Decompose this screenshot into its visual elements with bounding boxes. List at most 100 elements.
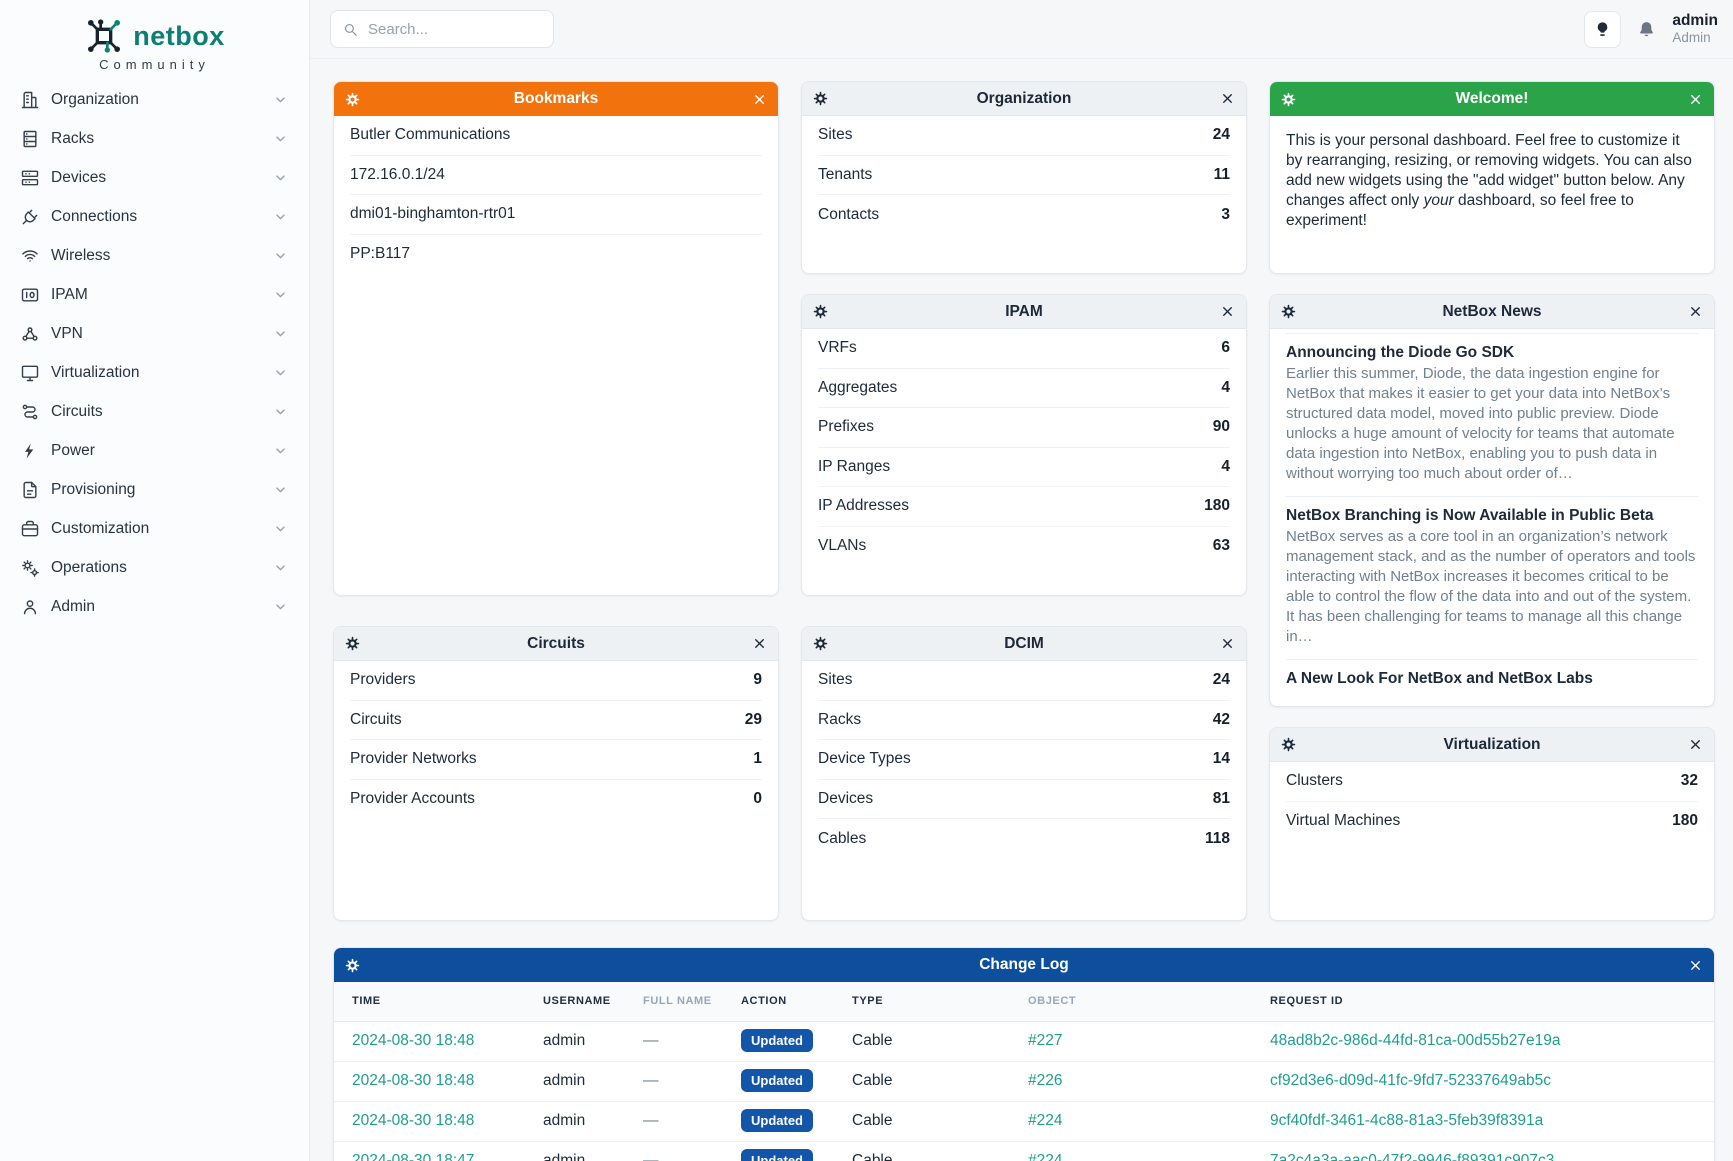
stat-label[interactable]: Aggregates — [818, 378, 898, 396]
stat-label[interactable]: Providers — [350, 671, 416, 689]
stat-value[interactable]: 6 — [1221, 339, 1230, 357]
gear-icon[interactable] — [345, 92, 360, 107]
stat-label[interactable]: Sites — [818, 126, 853, 144]
sidebar-item[interactable]: Operations — [10, 548, 299, 587]
column-header[interactable]: FULL NAME — [625, 982, 723, 1022]
stat-label[interactable]: Racks — [818, 710, 862, 728]
stat-value[interactable]: 11 — [1213, 165, 1230, 183]
stat-label[interactable]: Sites — [818, 671, 853, 689]
sidebar-item[interactable]: Organization — [10, 80, 299, 119]
changelog-requestid-link[interactable]: cf92d3e6-d09d-41fc-9fd7-52337649ab5c — [1270, 1072, 1551, 1089]
changelog-time-link[interactable]: 2024-08-30 18:48 — [352, 1032, 475, 1049]
bookmark-item[interactable]: PP:B117 — [350, 235, 762, 275]
sidebar-item[interactable]: Racks — [10, 119, 299, 158]
gear-icon[interactable] — [1281, 304, 1296, 319]
changelog-time-link[interactable]: 2024-08-30 18:48 — [352, 1112, 475, 1129]
gear-icon[interactable] — [1281, 737, 1296, 752]
sidebar-item[interactable]: VPN — [10, 314, 299, 353]
close-icon[interactable] — [1688, 92, 1703, 107]
sidebar-item[interactable]: Circuits — [10, 392, 299, 431]
close-icon[interactable] — [1220, 91, 1235, 106]
close-icon[interactable] — [1688, 737, 1703, 752]
column-header[interactable]: TIME — [334, 982, 525, 1022]
stat-value[interactable]: 42 — [1212, 710, 1230, 728]
stat-value[interactable]: 32 — [1680, 772, 1698, 790]
sidebar-item[interactable]: Admin — [10, 587, 299, 626]
gear-icon[interactable] — [813, 636, 828, 651]
stat-label[interactable]: VRFs — [818, 339, 857, 357]
sidebar-item[interactable]: Provisioning — [10, 470, 299, 509]
stat-label[interactable]: Virtual Machines — [1286, 812, 1401, 830]
changelog-object-link[interactable]: #224 — [1028, 1112, 1063, 1129]
changelog-requestid-link[interactable]: 9cf40fdf-3461-4c88-81a3-5feb39f8391a — [1270, 1112, 1544, 1129]
close-icon[interactable] — [1220, 304, 1235, 319]
column-header[interactable]: TYPE — [834, 982, 1010, 1022]
bookmark-item[interactable]: 172.16.0.1/24 — [350, 156, 762, 195]
sidebar-item[interactable]: Power — [10, 431, 299, 470]
close-icon[interactable] — [752, 636, 767, 651]
column-header[interactable]: ACTION — [723, 982, 834, 1022]
bell-icon[interactable] — [1636, 19, 1657, 40]
stat-label[interactable]: Devices — [818, 789, 874, 807]
stat-label[interactable]: Device Types — [818, 750, 911, 768]
stat-value[interactable]: 3 — [1221, 205, 1230, 223]
sidebar-item[interactable]: IPAM — [10, 275, 299, 314]
stat-value[interactable]: 63 — [1212, 537, 1230, 555]
sidebar-item[interactable]: Customization — [10, 509, 299, 548]
column-header[interactable]: REQUEST ID — [1252, 982, 1714, 1022]
stat-label[interactable]: Circuits — [350, 710, 402, 728]
stat-value[interactable]: 24 — [1212, 671, 1230, 689]
changelog-requestid-link[interactable]: 7a2c4a3a-aac0-47f2-9946-f89391c907c3 — [1270, 1152, 1555, 1161]
stat-value[interactable]: 180 — [1204, 497, 1230, 515]
news-headline[interactable]: A New Look For NetBox and NetBox Labs — [1286, 670, 1593, 687]
stat-label[interactable]: Clusters — [1286, 772, 1343, 790]
close-icon[interactable] — [752, 92, 767, 107]
changelog-object-link[interactable]: #227 — [1028, 1032, 1063, 1049]
stat-value[interactable]: 81 — [1212, 789, 1230, 807]
stat-value[interactable]: 9 — [753, 671, 762, 689]
changelog-requestid-link[interactable]: 48ad8b2c-986d-44fd-81ca-00d55b27e19a — [1270, 1032, 1561, 1049]
changelog-object-link[interactable]: #224 — [1028, 1152, 1063, 1161]
search-input[interactable] — [368, 20, 567, 38]
gear-icon[interactable] — [813, 304, 828, 319]
bookmark-item[interactable]: dmi01-binghamton-rtr01 — [350, 195, 762, 235]
stat-value[interactable]: 4 — [1221, 378, 1230, 396]
sidebar-item[interactable]: Devices — [10, 158, 299, 197]
stat-label[interactable]: Provider Accounts — [350, 790, 475, 808]
close-icon[interactable] — [1688, 958, 1703, 973]
column-header[interactable]: OBJECT — [1010, 982, 1252, 1022]
changelog-time-link[interactable]: 2024-08-30 18:47 — [352, 1152, 475, 1161]
netbox-logo[interactable]: netbox — [0, 16, 309, 56]
user-menu[interactable]: admin Admin — [1672, 12, 1718, 47]
close-icon[interactable] — [1220, 636, 1235, 651]
changelog-object-link[interactable]: #226 — [1028, 1072, 1063, 1089]
changelog-time-link[interactable]: 2024-08-30 18:48 — [352, 1072, 475, 1089]
sidebar-item[interactable]: Virtualization — [10, 353, 299, 392]
stat-value[interactable]: 29 — [744, 710, 762, 728]
sidebar-item[interactable]: Connections — [10, 197, 299, 236]
theme-toggle-button[interactable] — [1584, 10, 1622, 48]
column-header[interactable]: USERNAME — [525, 982, 625, 1022]
close-icon[interactable] — [1688, 304, 1703, 319]
stat-value[interactable]: 1 — [753, 750, 762, 768]
stat-label[interactable]: Tenants — [818, 165, 873, 183]
search-box[interactable] — [330, 10, 567, 48]
stat-value[interactable]: 24 — [1212, 126, 1230, 144]
stat-value[interactable]: 4 — [1221, 457, 1230, 475]
stat-label[interactable]: IP Addresses — [818, 497, 910, 515]
gear-icon[interactable] — [345, 958, 360, 973]
stat-label[interactable]: Prefixes — [818, 418, 874, 436]
news-headline[interactable]: NetBox Branching is Now Available in Pub… — [1286, 507, 1654, 524]
stat-label[interactable]: IP Ranges — [818, 457, 891, 475]
gear-icon[interactable] — [345, 636, 360, 651]
stat-value[interactable]: 14 — [1212, 750, 1230, 768]
stat-label[interactable]: Provider Networks — [350, 750, 477, 768]
stat-label[interactable]: Contacts — [818, 205, 880, 223]
stat-label[interactable]: VLANs — [818, 537, 867, 555]
gear-icon[interactable] — [813, 91, 828, 106]
news-headline[interactable]: Announcing the Diode Go SDK — [1286, 344, 1515, 361]
stat-label[interactable]: Cables — [818, 829, 867, 847]
stat-value[interactable]: 118 — [1204, 829, 1230, 847]
stat-value[interactable]: 180 — [1672, 812, 1698, 830]
stat-value[interactable]: 90 — [1212, 418, 1230, 436]
